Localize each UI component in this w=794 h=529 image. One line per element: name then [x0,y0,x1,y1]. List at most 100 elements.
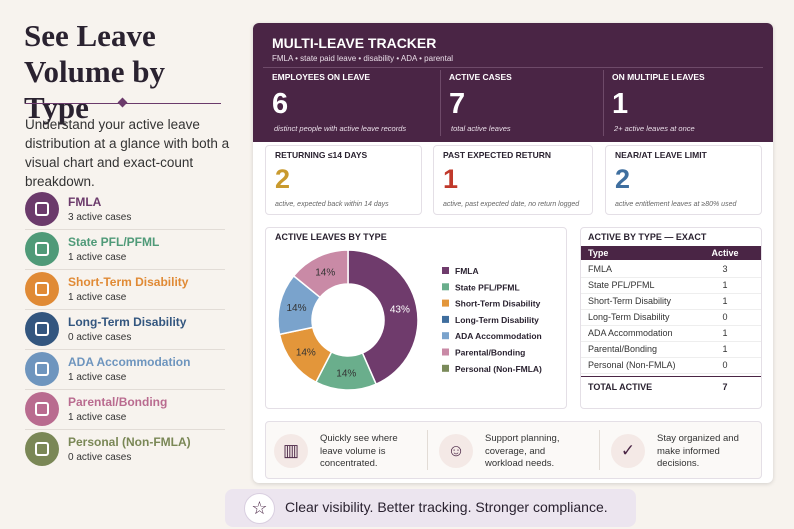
legend-label: ADA Accommodation [455,331,542,341]
type-name: Long-Term Disability [68,315,187,329]
type-icon [25,272,59,306]
feature-icon: ✓ [611,434,645,468]
metric-card [605,145,762,215]
total-rule [581,376,761,377]
row-rule [581,373,761,374]
donut-chart: 43% 14% 14% 14% 14% FMLA State PFL/PFML Short-T… [277,249,542,391]
data-label: 14% [296,348,316,359]
legend-label: FMLA [455,266,479,276]
row-rule [581,325,761,326]
tracker-header [253,23,773,142]
stat-label: ACTIVE CASES [449,72,512,82]
data-label: 14% [336,368,356,379]
icon-glyph [35,322,49,336]
stat-label: EMPLOYEES ON LEAVE [272,72,371,82]
type-name: Personal (Non-FMLA) [68,435,191,449]
metric-value: 2 [275,164,291,194]
feature-divider [599,430,600,470]
type-cases: 1 active case [68,252,127,263]
stat-note: 2+ active leaves at once [614,124,695,133]
table-cell: 3 [722,264,728,274]
icon-glyph [35,442,49,456]
type-cases: 0 active cases [68,332,132,343]
legend-swatch [442,283,449,291]
data-label: 14% [315,268,335,279]
type-icon [25,392,59,426]
features-card [265,421,762,479]
legend-label: Short-Term Disability [455,299,541,309]
tracker-subtitle: FMLA • state paid leave • disability • A… [272,54,454,63]
type-icon [25,352,59,386]
stat-note: total active leaves [451,124,511,133]
type-cases: 1 active case [68,292,127,303]
type-cases: 1 active case [68,372,127,383]
banner-icon: ☆ [244,493,275,524]
separator [25,349,225,350]
row-rule [581,293,761,294]
separator [25,229,225,230]
stat-divider [440,70,441,136]
data-label: 14% [286,303,306,314]
stat-divider [603,70,604,136]
row-rule [581,309,761,310]
table-cell: 0 [722,312,728,322]
type-name: Short-Term Disability [68,275,189,289]
table-cell: Short-Term Disability [588,296,672,306]
icon-glyph [35,362,49,376]
separator [25,429,225,430]
metric-value: 1 [443,164,459,194]
icon-glyph [35,242,49,256]
table-header: Type [588,248,609,258]
table-cell: FMLA [588,264,613,274]
table-cell: 1 [722,328,728,338]
table-header-bg [581,246,761,260]
icon-glyph [35,202,49,216]
stat-value: 1 [612,88,629,120]
table-cell: 1 [722,344,728,354]
metric-note: active, past expected date, no return lo… [443,201,580,208]
tracker-title: MULTI-LEAVE TRACKER [272,35,437,51]
metric-note: active entitlement leaves at ≥80% used [615,201,737,208]
metric-label: NEAR/AT LEAVE LIMIT [615,150,707,160]
chart-title: ACTIVE LEAVES BY TYPE [275,232,387,242]
feature-text: Support planning, coverage, and workload… [485,433,560,469]
row-rule [581,357,761,358]
banner-text: Clear visibility. Better tracking. Stron… [285,499,608,515]
table-cell: 0 [722,360,728,370]
metric-label: PAST EXPECTED RETURN [443,150,551,160]
metric-value: 2 [615,164,631,194]
legend-label: Personal (Non-FMLA) [455,364,542,374]
header-rule [263,67,763,68]
type-cases: 3 active cases [68,212,132,223]
type-name: State PFL/PFML [68,235,160,249]
legend-swatch [442,332,449,340]
stat-value: 6 [272,88,289,120]
table-title: ACTIVE BY TYPE — EXACT [588,232,707,242]
table-cell: Long-Term Disability [588,312,670,322]
feature-icon: ☺ [439,434,473,468]
type-cases: 0 active cases [68,452,132,463]
legend-label: Parental/Bonding [455,348,525,358]
table-total: 7 [722,382,728,392]
legend-swatch [442,315,449,323]
metric-card [433,145,593,215]
feature-text: Quickly see where leave volume is concen… [320,433,398,469]
row-rule [581,277,761,278]
separator [25,269,225,270]
table-header: Active [711,248,739,258]
chart-card: 43% 14% 14% 14% 14% FMLA State PFL/PFML Short-T… [265,227,567,409]
separator [25,309,225,310]
type-cases: 1 active case [68,412,127,423]
donut-segment [292,249,349,299]
banner-box [225,489,636,527]
metric-label: RETURNING ≤14 DAYS [275,150,368,160]
table-cell: State PFL/PFML [588,280,655,290]
row-rule [581,341,761,342]
page-title: See Leave Volume by Type [24,18,165,125]
data-label: 43% [390,305,410,316]
stat-note: distinct people with active leave record… [274,124,407,133]
table-cell: Parental/Bonding [588,344,658,354]
legend-swatch [442,364,449,372]
legend-swatch [442,348,449,356]
